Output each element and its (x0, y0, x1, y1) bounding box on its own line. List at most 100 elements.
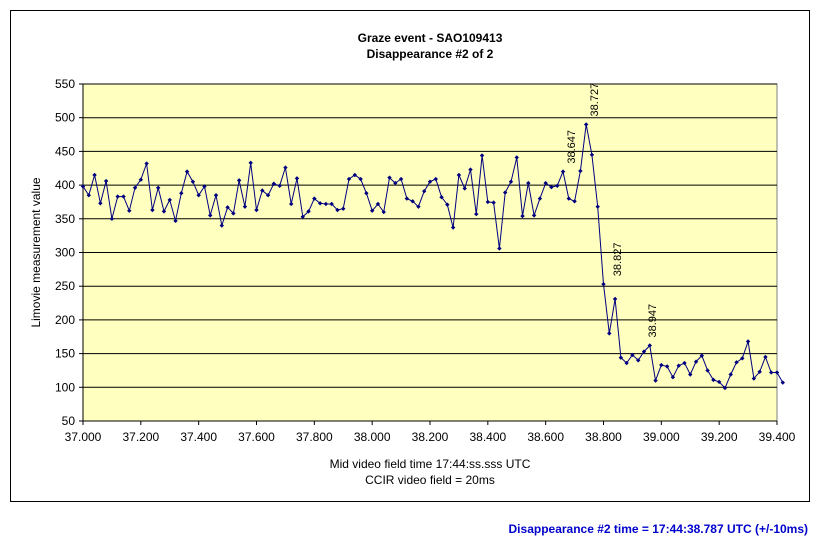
data-point (664, 364, 670, 369)
line-chart: 50 100 150 200 250 300 350 400 450 500 550 37.000 37… (29, 31, 796, 487)
data-point (115, 194, 120, 199)
data-point (439, 195, 444, 200)
y-tick-label: 150 (55, 347, 75, 361)
data-point (167, 197, 172, 203)
data-point (653, 378, 658, 383)
data-point (144, 161, 149, 166)
data-point (254, 207, 259, 213)
data-point (763, 354, 768, 360)
data-point (531, 213, 537, 218)
y-tick-label: 450 (55, 144, 75, 158)
x-tick-label: 39.200 (701, 430, 738, 444)
x-axis-sublabel: CCIR video field = 20ms (365, 473, 495, 487)
data-point (306, 209, 311, 214)
data-point (740, 356, 745, 361)
data-point (335, 207, 340, 213)
x-tick-label: 37.400 (180, 430, 217, 444)
data-point (705, 368, 710, 373)
x-tick-label: 38.200 (412, 430, 449, 444)
data-point (636, 358, 641, 363)
data-point (711, 377, 716, 383)
data-point (612, 296, 618, 302)
data-point (624, 360, 629, 366)
data-point (734, 360, 739, 365)
data-point (769, 370, 774, 375)
data-point (468, 167, 473, 172)
data-point (190, 179, 196, 184)
data-point (607, 331, 612, 336)
data-point (375, 201, 381, 207)
x-tick-label: 37.200 (122, 430, 159, 444)
data-point (560, 169, 566, 174)
point-annotation: 38.947 (647, 304, 659, 338)
x-tick-label: 39.400 (759, 430, 796, 444)
data-point (184, 169, 190, 174)
data-point (138, 177, 144, 182)
data-point (289, 201, 294, 207)
data-point (427, 179, 433, 184)
data-point (381, 209, 386, 215)
data-point (549, 184, 554, 190)
data-point (474, 211, 479, 217)
data-point (688, 372, 693, 377)
data-point (699, 353, 705, 358)
data-point (161, 209, 167, 214)
data-point (352, 172, 358, 178)
data-point (346, 176, 352, 182)
data-point (300, 214, 305, 219)
data-point (80, 184, 86, 189)
data-point (537, 196, 543, 201)
data-point (398, 176, 404, 182)
data-point (121, 194, 126, 199)
data-point (329, 201, 334, 207)
data-point (572, 199, 577, 204)
data-point (92, 172, 97, 178)
data-point (271, 181, 277, 186)
data-point (364, 190, 369, 196)
data-point (416, 204, 421, 209)
data-point (265, 193, 271, 198)
x-axis-label: Mid video field time 17:44:ss.sss UTC (330, 457, 531, 471)
y-tick-label: 300 (55, 246, 75, 260)
data-point (450, 225, 456, 230)
data-point (283, 165, 288, 170)
y-tick-label: 500 (55, 111, 75, 125)
data-point (508, 179, 514, 184)
data-point (225, 205, 230, 210)
data-point (751, 376, 757, 381)
data-point (109, 216, 115, 221)
data-point (647, 343, 652, 348)
y-axis-label: Limovie measurement value (29, 177, 43, 327)
data-point (369, 208, 375, 213)
y-tick-label: 250 (55, 279, 75, 293)
data-point (566, 196, 571, 201)
data-point (248, 160, 253, 166)
data-point (433, 176, 438, 182)
data-point (543, 180, 548, 186)
data-point (583, 122, 589, 127)
data-point (341, 206, 346, 211)
data-point (173, 218, 178, 224)
data-point (497, 246, 502, 251)
data-point (127, 208, 132, 213)
data-point (103, 178, 109, 184)
data-point (358, 176, 363, 182)
data-point (618, 355, 624, 360)
data-point (317, 201, 323, 206)
data-point (404, 196, 410, 201)
data-point (491, 200, 496, 205)
data-point (155, 185, 161, 190)
disappearance-time-note: Disappearance #2 time = 17:44:38.787 UTC… (508, 522, 808, 536)
data-point (277, 183, 282, 188)
x-tick-label: 37.000 (65, 430, 102, 444)
point-annotation: 38.647 (566, 130, 578, 164)
data-point (526, 180, 531, 186)
x-tick-label: 37.600 (238, 430, 275, 444)
point-annotation: 38.827 (612, 243, 624, 277)
data-point (641, 349, 647, 354)
data-point (387, 175, 392, 180)
data-point (578, 168, 583, 174)
data-point (676, 363, 681, 368)
y-tick-label: 100 (55, 380, 75, 394)
data-point (219, 223, 224, 228)
